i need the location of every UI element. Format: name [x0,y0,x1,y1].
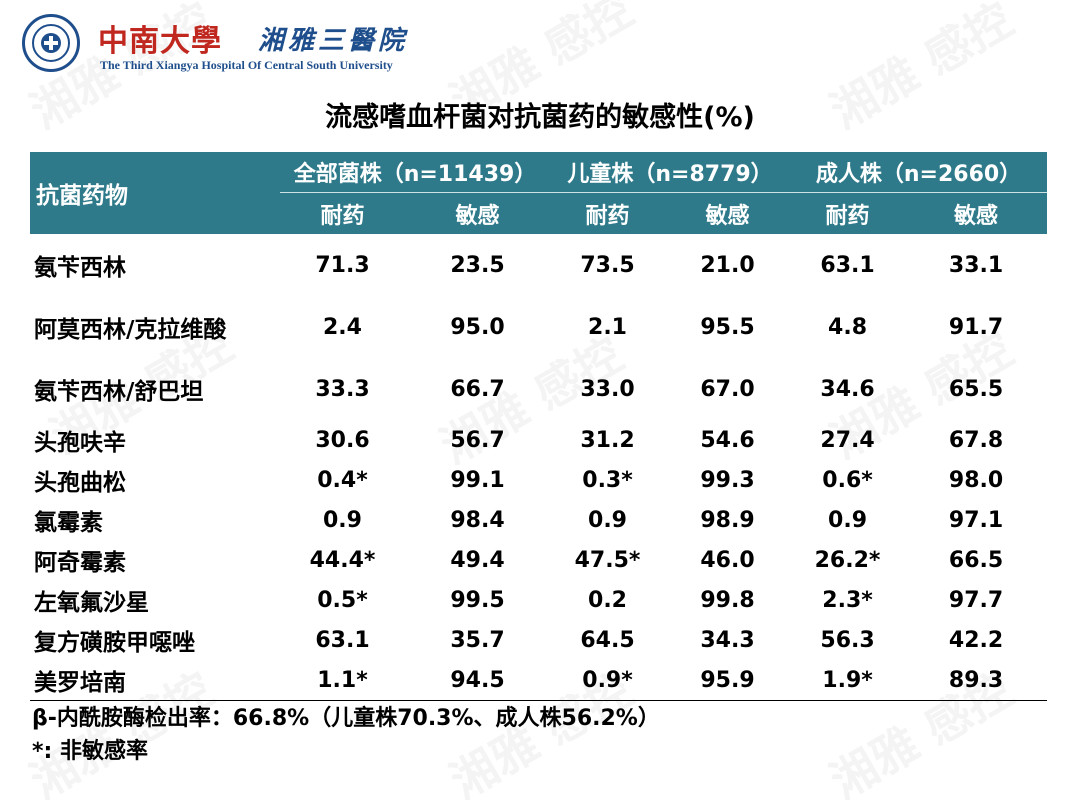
value-cell: 97.1 [948,507,1004,533]
value-cell: 44.4* [309,547,376,573]
value-cell: 0.4* [317,467,368,493]
value-cell: 34.3 [700,627,755,653]
value-cell: 95.0 [450,314,505,340]
group-header-children: 儿童株（n=8779） [550,152,791,193]
value-cell: 95.5 [700,314,755,340]
value-cell: 97.7 [948,587,1004,613]
slide-title: 流感嗜血杆菌对抗菌药的敏感性(%) [325,102,755,133]
value-cell: 23.5 [450,252,505,278]
value-cell: 99.8 [700,587,755,613]
asterisk-note: *: 非敏感率 [32,739,148,764]
table-row: 氨苄西林/舒巴坦 33.3 66.7 33.0 67.0 34.6 65.5 [30,358,1047,420]
value-cell: 56.3 [820,627,875,653]
subheader-resistant: 耐药 [550,192,666,234]
value-cell: 4.8 [828,314,868,340]
drug-name: 氨苄西林 [34,255,126,281]
value-cell: 64.5 [580,627,635,653]
value-cell: 1.9* [790,660,906,701]
value-cell: 33.1 [948,252,1004,278]
table-row: 氯霉素 0.9 98.4 0.9 98.9 0.9 97.1 [30,500,1047,540]
value-cell: 63.1 [820,252,875,278]
value-cell: 1.1* [280,660,405,701]
value-cell: 0.9 [828,507,868,533]
value-cell: 98.0 [948,467,1004,493]
value-cell: 46.0 [700,547,755,573]
value-cell: 66.5 [948,547,1004,573]
hospital-name: 湘雅三醫院 [258,26,409,56]
subheader-sensitive: 敏感 [905,192,1048,234]
value-cell: 91.7 [948,314,1004,340]
drug-name: 氯霉素 [34,510,103,536]
value-cell: 30.6 [315,427,370,453]
value-cell: 99.3 [700,467,755,493]
value-cell: 65.5 [948,376,1004,402]
hospital-logo-icon [22,14,80,72]
value-cell: 33.0 [580,376,635,402]
value-cell: 26.2* [814,547,881,573]
university-name: 中南大學 [98,24,222,59]
drug-name: 美罗培南 [30,660,280,701]
drug-name: 复方磺胺甲噁唑 [34,630,195,656]
value-cell: 99.1 [450,467,505,493]
value-cell: 0.9* [550,660,666,701]
table-row: 阿奇霉素 44.4* 49.4 47.5* 46.0 26.2* 66.5 [30,540,1047,580]
value-cell: 33.3 [315,376,370,402]
group-header-all: 全部菌株（n=11439） [280,152,551,193]
drug-name: 阿莫西林/克拉维酸 [34,317,227,343]
value-cell: 94.5 [405,660,551,701]
value-cell: 0.9 [588,507,627,533]
value-cell: 0.6* [822,467,873,493]
value-cell: 67.0 [700,376,755,402]
value-cell: 31.2 [580,427,635,453]
drug-name: 头孢曲松 [34,470,126,496]
value-cell: 98.9 [700,507,755,533]
value-cell: 89.3 [905,660,1048,701]
subheader-sensitive: 敏感 [405,192,551,234]
value-cell: 2.4 [323,314,362,340]
value-cell: 49.4 [450,547,505,573]
drug-name: 阿奇霉素 [34,550,126,576]
subheader-resistant: 耐药 [280,192,405,234]
table-row: 左氧氟沙星 0.5* 99.5 0.2 99.8 2.3* 97.7 [30,580,1047,620]
value-cell: 2.1 [588,314,627,340]
value-cell: 0.9 [323,507,362,533]
drug-name: 氨苄西林/舒巴坦 [34,379,204,405]
subheader-sensitive: 敏感 [665,192,791,234]
value-cell: 47.5* [574,547,641,573]
table-row: 复方磺胺甲噁唑 63.1 35.7 64.5 34.3 56.3 42.2 [30,620,1047,660]
susceptibility-table: 抗菌药物 全部菌株（n=11439） 儿童株（n=8779） 成人株（n=266… [30,152,1048,701]
table-row: 头孢曲松 0.4* 99.1 0.3* 99.3 0.6* 98.0 [30,460,1047,500]
value-cell: 0.5* [317,587,368,613]
value-cell: 67.8 [948,427,1004,453]
hospital-name-en: The Third Xiangya Hospital Of Central So… [100,58,393,72]
value-cell: 56.7 [450,427,505,453]
value-cell: 34.6 [820,376,875,402]
value-cell: 95.9 [665,660,791,701]
value-cell: 27.4 [820,427,875,453]
drug-column-header: 抗菌药物 [30,152,280,234]
value-cell: 98.4 [450,507,505,533]
group-header-adults: 成人株（n=2660） [790,152,1048,193]
subheader-resistant: 耐药 [790,192,906,234]
table-row: 氨苄西林 71.3 23.5 73.5 21.0 63.1 33.1 [30,234,1047,296]
value-cell: 73.5 [580,252,635,278]
value-cell: 0.2 [588,587,627,613]
value-cell: 54.6 [700,427,755,453]
value-cell: 21.0 [700,252,755,278]
value-cell: 2.3* [822,587,873,613]
table-row: 美罗培南 1.1* 94.5 0.9* 95.9 1.9* 89.3 [30,660,1048,701]
table-row: 头孢呋辛 30.6 56.7 31.2 54.6 27.4 67.8 [30,420,1047,460]
value-cell: 35.7 [450,627,505,653]
value-cell: 99.5 [450,587,505,613]
value-cell: 71.3 [315,252,370,278]
table-row: 阿莫西林/克拉维酸 2.4 95.0 2.1 95.5 4.8 91.7 [30,296,1047,358]
value-cell: 63.1 [315,627,370,653]
value-cell: 42.2 [948,627,1004,653]
value-cell: 66.7 [450,376,505,402]
beta-lactamase-note: β-内酰胺酶检出率：66.8%（儿童株70.3%、成人株56.2%） [32,706,660,731]
hospital-header: 中南大學 湘雅三醫院 The Third Xiangya Hospital Of… [22,12,542,74]
drug-name: 头孢呋辛 [34,430,126,456]
drug-name: 左氧氟沙星 [34,590,149,616]
value-cell: 0.3* [582,467,633,493]
